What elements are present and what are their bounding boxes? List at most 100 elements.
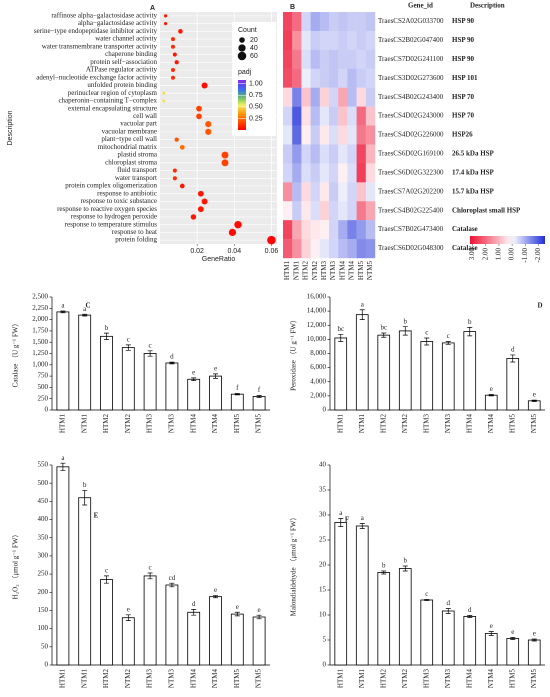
heat-cell — [319, 220, 330, 240]
legend-title: Count — [238, 27, 257, 34]
error-bar — [488, 631, 494, 636]
gene-id: TraesCS7B02G473400 — [378, 225, 444, 233]
gene-id: TraesCS2B02G047400 — [378, 36, 444, 44]
heat-cell — [310, 49, 320, 69]
dot — [205, 128, 212, 135]
heat-cell — [365, 30, 376, 51]
heat-cell — [356, 87, 366, 107]
y-tick-label: 0 — [45, 406, 49, 414]
dot — [205, 121, 212, 128]
significance-letter: cd — [169, 574, 176, 582]
error-bar — [147, 572, 153, 580]
y-tick-label: 25 — [319, 536, 327, 544]
gene-id: TraesCS6D02G169100 — [378, 150, 444, 158]
description: HSP 70 — [452, 93, 474, 101]
y-tick-label: response to reactive oxygen species — [57, 205, 157, 213]
significance-letter: e — [214, 364, 217, 372]
heat-cell — [347, 144, 357, 164]
bar — [441, 610, 455, 666]
bar — [209, 375, 222, 411]
dot — [201, 82, 208, 89]
significance-letter: bc — [380, 324, 387, 332]
heat-cell — [283, 182, 293, 202]
heat-cell — [338, 144, 348, 164]
x-tick-label: NTM5 — [255, 414, 263, 434]
x-tick-label: NTM5 — [530, 414, 538, 434]
y-tick-label: 750 — [38, 372, 49, 380]
bar — [143, 353, 157, 411]
heat-cell — [283, 144, 293, 164]
heat-cell — [319, 239, 330, 259]
heat-cell — [329, 201, 339, 221]
y-tick-label: 2,500 — [32, 293, 48, 301]
heat-cell — [329, 239, 339, 259]
heat-cell — [347, 68, 357, 88]
y-tick-label: unfolded protein binding — [87, 81, 157, 89]
heat-cell — [329, 30, 339, 51]
gene-id: TraesCS7D02G241100 — [378, 55, 444, 63]
description: HSP26 — [452, 131, 473, 139]
heat-cell — [292, 220, 302, 240]
heat-cell — [365, 144, 376, 164]
dot — [228, 228, 237, 237]
x-tick-label: NTM3 — [168, 669, 176, 689]
bar — [334, 337, 348, 411]
heat-cell — [329, 125, 339, 145]
heat-cell — [319, 30, 330, 51]
dot — [172, 176, 177, 181]
heat-cell — [283, 201, 293, 221]
heat-cell — [365, 12, 376, 32]
bar — [230, 393, 244, 411]
y-tick-label: 35 — [319, 486, 327, 494]
header: Description — [470, 2, 505, 10]
y-tick-label: 1,000 — [32, 360, 48, 368]
heat-cell — [338, 12, 348, 32]
error-bar — [424, 337, 430, 346]
y-tick-label: ATPase regulator activity — [86, 66, 158, 74]
bar — [527, 639, 541, 666]
y-tick-label: protein self−association — [90, 58, 157, 66]
x-tick-label: NTM3 — [444, 414, 452, 434]
heat-cell — [347, 87, 357, 107]
y-tick-label: 500 — [38, 383, 49, 391]
column-label: HTM3 — [320, 261, 328, 281]
y-tick-label: external encapsulating structure — [68, 104, 157, 112]
y-tick-label: 4,000 — [310, 377, 326, 385]
gene-id: TraesCS4D02G226000 — [378, 131, 444, 139]
dot — [201, 198, 208, 205]
y-tick-label: 0 — [45, 661, 49, 669]
colorbar-label: 1.00 — [249, 81, 263, 88]
colorbar-label: 0.25 — [249, 115, 263, 122]
bar — [78, 314, 92, 411]
significance-letter: b — [468, 318, 472, 326]
bar — [355, 314, 369, 411]
heat-cell — [301, 106, 311, 126]
significance-letter: d — [468, 606, 472, 614]
significance-letter: a — [83, 305, 87, 313]
heat-cell — [356, 239, 366, 259]
significance-letter: a — [361, 300, 365, 308]
y-tick-label: alpha−galactosidase activity — [78, 19, 158, 27]
y-tick-label: 50 — [41, 642, 49, 650]
heat-cell — [310, 144, 320, 164]
heat-cell — [301, 68, 311, 88]
error-bar — [445, 608, 451, 614]
heat-cell — [329, 87, 339, 107]
bar — [484, 633, 498, 666]
y-tick-label: response to heat — [112, 228, 157, 236]
heat-cell — [310, 12, 320, 32]
heat-cell — [292, 68, 302, 88]
legend-label: 20 — [250, 37, 258, 44]
significance-letter: a — [339, 509, 343, 517]
significance-letter: c — [149, 564, 152, 572]
error-bar — [402, 565, 408, 572]
heat-cell — [319, 125, 330, 145]
dot — [197, 190, 204, 197]
error-bar — [381, 570, 387, 575]
heat-cell — [310, 182, 320, 202]
significance-letter: c — [425, 329, 428, 337]
significance-letter: e — [214, 586, 217, 594]
bar — [506, 638, 520, 666]
column-label: NTM3 — [329, 261, 337, 281]
x-tick-label: NTM2 — [401, 414, 409, 434]
